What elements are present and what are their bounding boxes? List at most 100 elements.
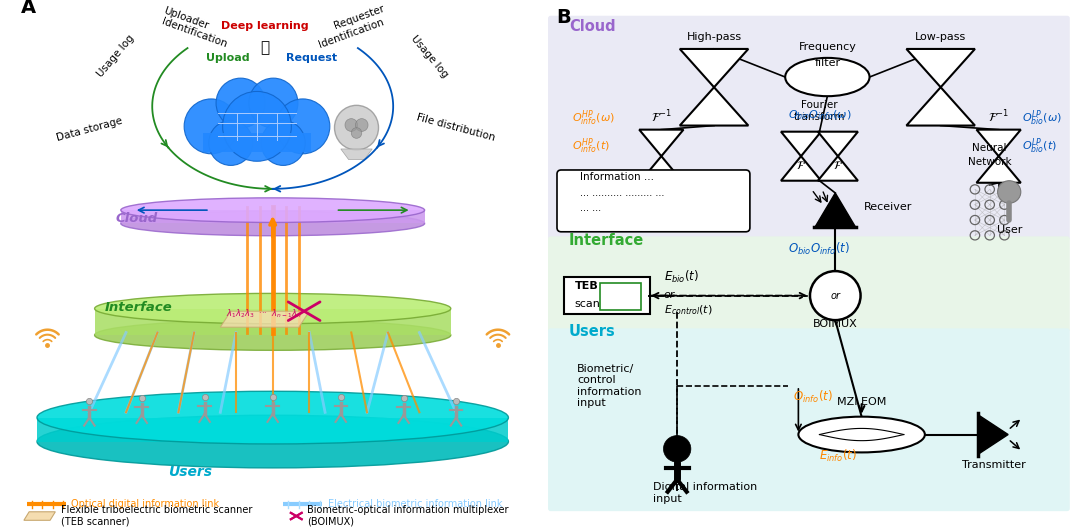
Polygon shape — [220, 311, 309, 327]
Polygon shape — [976, 156, 1021, 183]
Text: $O^{LP}_{bio}(t)$: $O^{LP}_{bio}(t)$ — [1023, 136, 1057, 156]
Text: Cloud: Cloud — [569, 19, 616, 34]
Circle shape — [208, 121, 253, 165]
Text: $\mathcal{F}$: $\mathcal{F}$ — [796, 159, 806, 171]
Polygon shape — [639, 130, 684, 156]
Circle shape — [345, 119, 357, 131]
Text: $E_{info}(t)$: $E_{info}(t)$ — [820, 448, 858, 464]
Text: Biometric-optical information multiplexer
(BOIMUX): Biometric-optical information multiplexe… — [307, 505, 509, 527]
Text: scanner: scanner — [575, 299, 619, 309]
Text: $E_{bio}(t)$: $E_{bio}(t)$ — [664, 269, 699, 286]
Text: Information ...: Information ... — [580, 172, 653, 182]
Ellipse shape — [798, 417, 924, 452]
Text: Identification: Identification — [318, 17, 386, 50]
Circle shape — [248, 78, 298, 128]
Text: 🔑: 🔑 — [260, 40, 269, 55]
FancyBboxPatch shape — [557, 170, 750, 232]
Text: Usage log: Usage log — [409, 33, 450, 79]
Text: Interface: Interface — [105, 301, 173, 314]
Text: Request: Request — [286, 53, 338, 63]
Text: $O^{HP}_{info}(\omega)$: $O^{HP}_{info}(\omega)$ — [571, 109, 615, 128]
Text: Requester: Requester — [333, 4, 386, 31]
Text: Interface: Interface — [569, 232, 645, 247]
Text: Network: Network — [968, 157, 1012, 167]
FancyBboxPatch shape — [599, 283, 642, 311]
Polygon shape — [978, 415, 1008, 454]
Text: BOIMUX: BOIMUX — [813, 319, 858, 329]
Polygon shape — [121, 210, 424, 223]
Circle shape — [663, 436, 691, 462]
Ellipse shape — [121, 198, 424, 222]
Polygon shape — [341, 149, 373, 160]
Text: $O^{HP}_{info}(t)$: $O^{HP}_{info}(t)$ — [571, 136, 609, 156]
Ellipse shape — [37, 415, 509, 468]
Text: $E_{control}(t)$: $E_{control}(t)$ — [664, 303, 713, 317]
Polygon shape — [781, 156, 821, 181]
Text: Digital information
input: Digital information input — [653, 483, 758, 504]
Text: Identification: Identification — [160, 17, 228, 50]
Text: TEB: TEB — [575, 281, 598, 291]
Text: Cloud: Cloud — [116, 212, 158, 226]
Text: filter: filter — [814, 58, 840, 68]
Text: Transmitter: Transmitter — [961, 460, 1025, 470]
Text: $\mathcal{F}$: $\mathcal{F}$ — [833, 159, 842, 171]
Text: Low-pass: Low-pass — [915, 32, 967, 42]
Circle shape — [335, 105, 378, 150]
Circle shape — [351, 128, 362, 138]
Circle shape — [222, 92, 292, 161]
Ellipse shape — [95, 320, 450, 350]
Text: $O^{LP}_{bio}(\omega)$: $O^{LP}_{bio}(\omega)$ — [1023, 109, 1063, 128]
Text: Users: Users — [168, 465, 212, 479]
Text: ... .......... ......... ...: ... .......... ......... ... — [580, 187, 664, 197]
Polygon shape — [781, 132, 821, 156]
Circle shape — [275, 99, 329, 154]
Polygon shape — [906, 49, 975, 87]
Text: User: User — [997, 225, 1022, 235]
FancyBboxPatch shape — [565, 277, 650, 314]
Text: Receiver: Receiver — [864, 202, 913, 212]
Text: ... ...: ... ... — [580, 203, 600, 213]
Text: High-pass: High-pass — [687, 32, 742, 42]
Polygon shape — [976, 130, 1021, 156]
Circle shape — [261, 121, 306, 165]
Text: Electrical biometric information link: Electrical biometric information link — [327, 500, 502, 509]
Ellipse shape — [121, 211, 424, 236]
Polygon shape — [203, 133, 311, 152]
Text: Flexible triboelectric biometric scanner
(TEB scanner): Flexible triboelectric biometric scanner… — [60, 505, 252, 527]
Polygon shape — [815, 193, 855, 227]
Polygon shape — [906, 87, 975, 126]
Text: File distribution: File distribution — [416, 112, 497, 143]
Circle shape — [185, 99, 239, 154]
Text: Usage log: Usage log — [95, 33, 136, 79]
Text: MZI EOM: MZI EOM — [837, 397, 887, 407]
Polygon shape — [679, 49, 748, 87]
Text: or: or — [664, 289, 675, 300]
Text: $\lambda_1\lambda_2\lambda_3$  ···  $\lambda_{n-1}\lambda_n$: $\lambda_1\lambda_2\lambda_3$ ··· $\lamb… — [226, 307, 301, 320]
Text: or: or — [831, 290, 840, 301]
Polygon shape — [24, 512, 55, 520]
FancyBboxPatch shape — [548, 236, 1070, 332]
Text: Frequency: Frequency — [798, 43, 856, 53]
Ellipse shape — [37, 392, 509, 444]
FancyBboxPatch shape — [548, 16, 1070, 240]
Polygon shape — [818, 132, 858, 156]
Circle shape — [810, 271, 861, 320]
Text: $\mathcal{F}^{-1}$: $\mathcal{F}^{-1}$ — [651, 109, 672, 125]
Text: Optical digital information link: Optical digital information link — [71, 500, 219, 509]
Text: Users: Users — [569, 325, 616, 339]
Text: Data storage: Data storage — [55, 116, 123, 143]
Text: $\mathcal{F}^{-1}$: $\mathcal{F}^{-1}$ — [988, 109, 1009, 125]
Polygon shape — [679, 87, 748, 126]
Circle shape — [998, 181, 1021, 203]
Ellipse shape — [95, 293, 450, 323]
Text: A: A — [22, 0, 37, 18]
Text: Fourier
transform: Fourier transform — [794, 101, 846, 122]
Text: $O_{bio}O_{info}(\omega)$: $O_{bio}O_{info}(\omega)$ — [787, 108, 851, 122]
Text: Uploader: Uploader — [162, 6, 211, 31]
Ellipse shape — [785, 58, 869, 96]
Polygon shape — [818, 156, 858, 181]
Circle shape — [355, 119, 368, 131]
Text: $O_{info}(t)$: $O_{info}(t)$ — [793, 389, 833, 405]
Text: Deep learning: Deep learning — [221, 21, 309, 31]
FancyBboxPatch shape — [548, 328, 1070, 511]
